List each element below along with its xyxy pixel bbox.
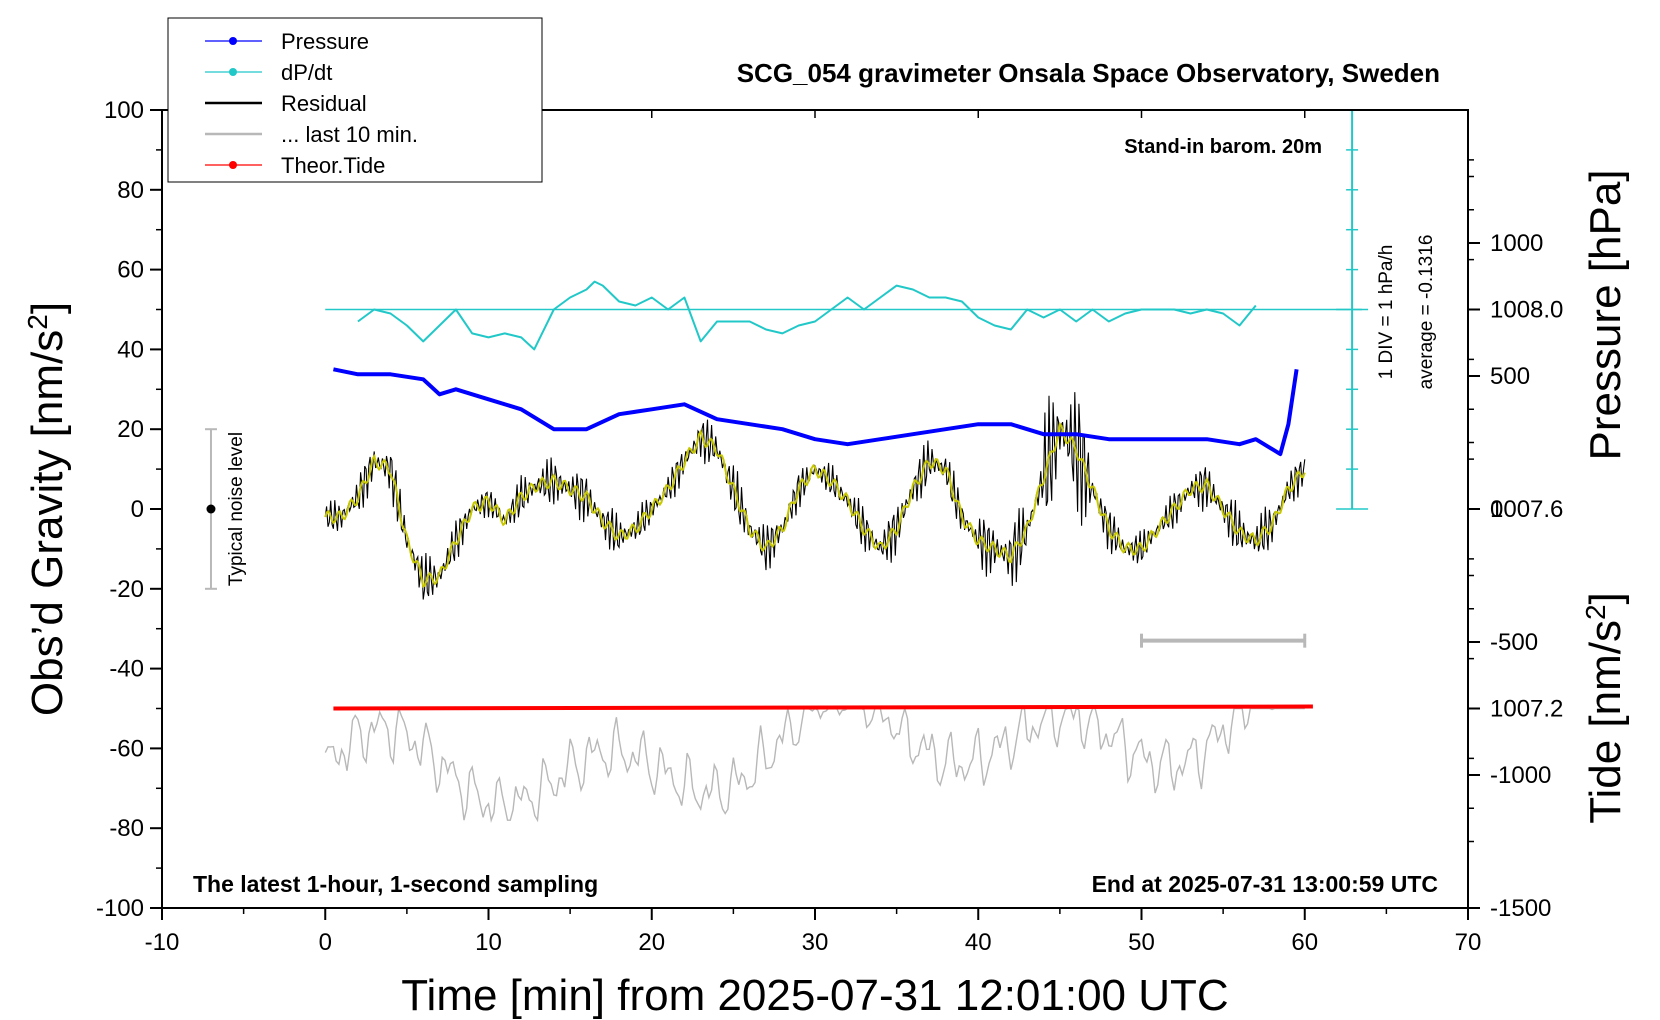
- x-axis-label: Time [min] from 2025-07-31 12:01:00 UTC: [401, 971, 1228, 1020]
- y-tick-label: -20: [109, 576, 144, 603]
- y-tick-label: 60: [117, 257, 144, 284]
- tide-tick-label: -1500: [1490, 895, 1551, 922]
- x-tick-label: 50: [1128, 929, 1155, 956]
- y-tick-label: -60: [109, 735, 144, 762]
- x-tick-label: 10: [475, 929, 502, 956]
- legend-swatch-dot: [229, 161, 237, 169]
- x-tick-label: 30: [802, 929, 829, 956]
- bottom-left-note: The latest 1-hour, 1-second sampling: [193, 871, 598, 897]
- noise-label: Typical noise level: [226, 432, 247, 586]
- tide-label-main: Tide [nm/s: [1581, 620, 1630, 824]
- pressure-tick-label: 1007.2: [1490, 696, 1563, 723]
- pressure-tick-label: 1007.6: [1490, 496, 1563, 523]
- legend-label: ... last 10 min.: [281, 122, 418, 147]
- y-tick-label: 20: [117, 416, 144, 443]
- tide-tick-label: 500: [1490, 363, 1530, 390]
- legend-label: Theor.Tide: [281, 153, 385, 178]
- tide-tick-label: 1000: [1490, 230, 1543, 257]
- y-axis-tide: 1000 500 0 -500 -1000 -1500: [1468, 175, 1551, 922]
- x-tick-label: 0: [319, 929, 332, 956]
- y-tick-label: 40: [117, 336, 144, 363]
- residual-smoothed-line: [324, 421, 1306, 588]
- theor-tide-line: [333, 704, 1313, 711]
- legend-label: dP/dt: [281, 60, 332, 85]
- tide-label-sup: 2: [1580, 604, 1611, 620]
- dpdt-average-note: average = -0.1316: [1416, 235, 1437, 390]
- tide-label-end: ]: [1581, 592, 1630, 604]
- x-tick-label: 60: [1291, 929, 1318, 956]
- y-axis-left-label: Obs’d Gravity [nm/s2]: [22, 302, 73, 716]
- y-left-label-end: ]: [23, 302, 72, 314]
- y-axis-pressure-label: Pressure [hPa]: [1581, 169, 1630, 460]
- y-tick-label: -40: [109, 656, 144, 683]
- legend-swatch-dot: [229, 68, 237, 76]
- y-tick-label: -100: [96, 895, 144, 922]
- legend-label: Pressure: [281, 29, 369, 54]
- legend-label: Residual: [281, 91, 367, 116]
- barometer-note: Stand-in barom. 20m: [1124, 136, 1322, 158]
- bottom-right-note: End at 2025-07-31 13:00:59 UTC: [1092, 871, 1438, 897]
- legend: Pressure dP/dt Residual ... last 10 min. The…: [167, 17, 543, 183]
- x-axis: -10 0 10 20 30 40 50 60 70: [145, 110, 1482, 956]
- chart-title: SCG_054 gravimeter Onsala Space Observat…: [737, 58, 1440, 88]
- y-left-label-main: Obs’d Gravity [nm/s: [23, 330, 72, 716]
- x-tick-label: 40: [965, 929, 992, 956]
- y-left-label-sup: 2: [22, 314, 53, 330]
- dpdt-line: [357, 280, 1257, 351]
- pressure-line: [333, 367, 1299, 457]
- y-tick-label: 100: [104, 97, 144, 124]
- y-tick-label: 0: [131, 496, 144, 523]
- y-tick-label: 80: [117, 177, 144, 204]
- tide-tick-label: -500: [1490, 629, 1538, 656]
- dpdt-scale-note: 1 DIV = 1 hPa/h: [1376, 245, 1397, 380]
- tide-tick-label: 0: [1490, 496, 1503, 523]
- legend-swatch-dot: [229, 37, 237, 45]
- plot-area: 1 DIV = 1 hPa/h average = -0.1316 Typical …: [204, 109, 1437, 823]
- pressure-tick-label: 1008.0: [1490, 297, 1563, 324]
- legend-box: [167, 17, 543, 183]
- noise-dot: [206, 504, 216, 514]
- y-axis-tide-label: Tide [nm/s2]: [1580, 592, 1631, 824]
- x-tick-label: -10: [145, 929, 180, 956]
- y-tick-label: -80: [109, 815, 144, 842]
- x-tick-label: 20: [638, 929, 665, 956]
- tide-tick-label: -1000: [1490, 762, 1551, 789]
- y-axis-left: 100 80 60 40 20 0 -20 -40 -60 -80 -100: [96, 97, 162, 922]
- x-tick-label: 70: [1455, 929, 1482, 956]
